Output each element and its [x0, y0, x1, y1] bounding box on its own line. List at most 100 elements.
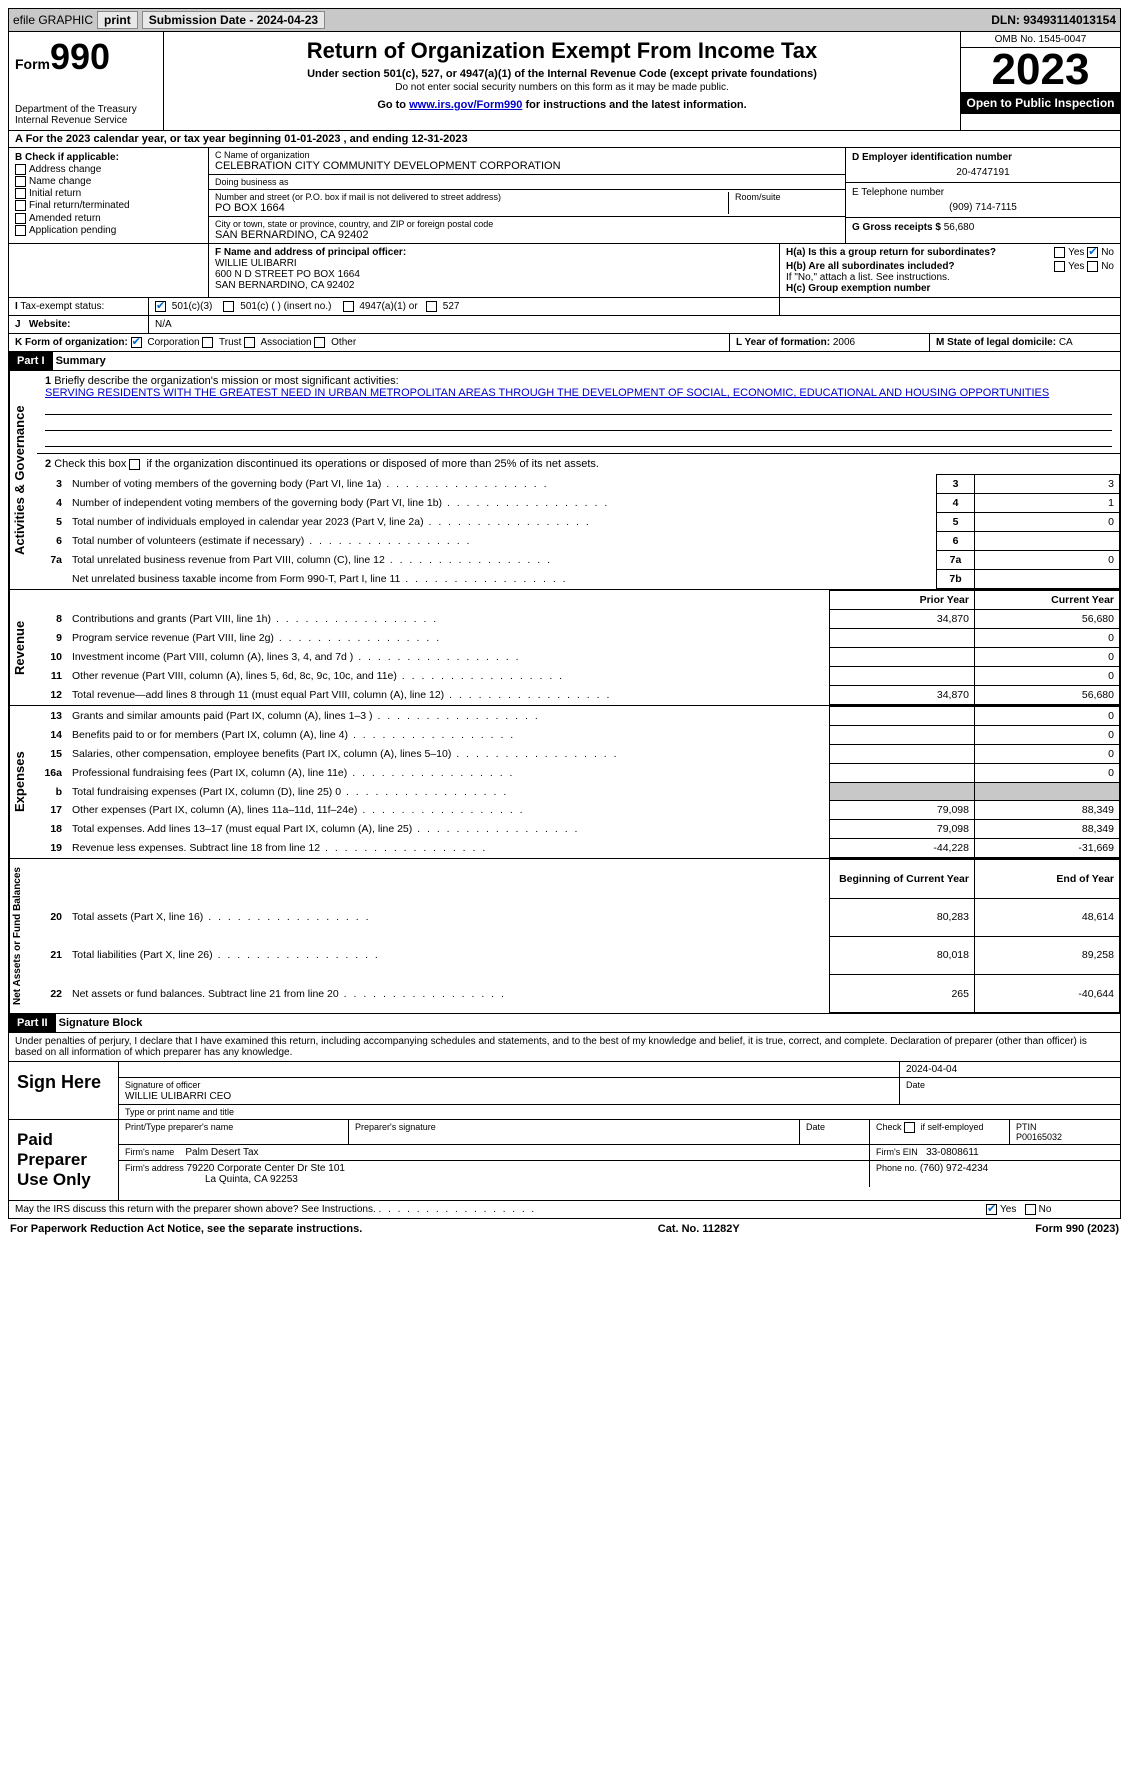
part-1-header: Part I Summary	[8, 352, 1121, 371]
box-c: C Name of organization CELEBRATION CITY …	[209, 148, 845, 243]
row-i: I Tax-exempt status: 501(c)(3) 501(c) ( …	[8, 298, 1121, 316]
chk-self-employed[interactable]	[904, 1122, 915, 1133]
chk-trust[interactable]	[202, 337, 213, 348]
officer-name: WILLIE ULIBARRI	[215, 258, 773, 269]
firm-ein: 33-0808611	[926, 1147, 979, 1158]
ein-value: 20-4747191	[852, 167, 1114, 178]
firm-phone: (760) 972-4234	[920, 1163, 988, 1174]
street-label: Number and street (or P.O. box if mail i…	[215, 192, 722, 202]
dept-label: Department of the Treasury	[15, 104, 157, 115]
officer-label: F Name and address of principal officer:	[215, 247, 773, 258]
tax-year: 2023	[961, 48, 1120, 92]
phone-label: E Telephone number	[852, 187, 1114, 198]
chk-ha-no[interactable]	[1087, 247, 1098, 258]
chk-discontinued[interactable]	[129, 459, 140, 470]
year-formation-label: L Year of formation:	[736, 337, 830, 348]
sig-date: 2024-04-04	[900, 1062, 1120, 1077]
chk-may-no[interactable]	[1025, 1204, 1036, 1215]
chk-assoc[interactable]	[244, 337, 255, 348]
form-subtitle: Under section 501(c), 527, or 4947(a)(1)…	[172, 68, 952, 80]
submission-date-button[interactable]: Submission Date - 2024-04-23	[142, 11, 325, 29]
dln-label: DLN: 93493114013154	[991, 13, 1116, 27]
chk-other[interactable]	[314, 337, 325, 348]
self-employed-check: Check if self-employed	[870, 1120, 1010, 1144]
website-value: N/A	[149, 316, 1120, 333]
mission-value: SERVING RESIDENTS WITH THE GREATEST NEED…	[45, 387, 1049, 399]
may-irs-row: May the IRS discuss this return with the…	[8, 1201, 1121, 1219]
vtab-net-assets: Net Assets or Fund Balances	[9, 859, 37, 1013]
goto-line: Go to www.irs.gov/Form990 for instructio…	[172, 99, 952, 111]
date-label: Date	[906, 1080, 925, 1090]
gross-receipts-label: G Gross receipts $	[852, 222, 941, 233]
info-grid: B Check if applicable: Address change Na…	[8, 148, 1121, 244]
h-b-label: H(b) Are all subordinates included?	[786, 261, 955, 272]
footer-left: For Paperwork Reduction Act Notice, see …	[10, 1223, 362, 1235]
org-name: CELEBRATION CITY COMMUNITY DEVELOPMENT C…	[215, 160, 839, 172]
paid-preparer-block: Paid Preparer Use Only Print/Type prepar…	[8, 1120, 1121, 1201]
firm-name: Palm Desert Tax	[185, 1147, 258, 1158]
mission-label: Briefly describe the organization's miss…	[54, 375, 398, 387]
chk-name-change[interactable]	[15, 176, 26, 187]
box-b-title: B Check if applicable:	[15, 152, 202, 163]
row-f-h: F Name and address of principal officer:…	[8, 244, 1121, 298]
chk-corp[interactable]	[131, 337, 142, 348]
org-name-label: C Name of organization	[215, 150, 839, 160]
footer-right: Form 990 (2023)	[1035, 1223, 1119, 1235]
chk-501c[interactable]	[223, 301, 234, 312]
sign-here-label: Sign Here	[9, 1062, 119, 1119]
part-1-rev: Revenue Prior YearCurrent Year8 Contribu…	[8, 590, 1121, 706]
topbar: efile GRAPHIC print Submission Date - 20…	[8, 8, 1121, 32]
row-j: J Website: N/A	[8, 316, 1121, 334]
table-expenses: 13 Grants and similar amounts paid (Part…	[37, 706, 1120, 858]
penalty-statement: Under penalties of perjury, I declare th…	[8, 1033, 1121, 1062]
chk-hb-no[interactable]	[1087, 261, 1098, 272]
form-org-label: K Form of organization:	[15, 337, 128, 348]
type-name-label: Type or print name and title	[119, 1105, 1120, 1119]
phone-value: (909) 714-7115	[852, 202, 1114, 213]
footer-cat: Cat. No. 11282Y	[658, 1223, 740, 1235]
domicile-value: CA	[1059, 337, 1073, 348]
chk-may-yes[interactable]	[986, 1204, 997, 1215]
chk-initial-return[interactable]	[15, 188, 26, 199]
row-klm: K Form of organization: Corporation Trus…	[8, 334, 1121, 352]
part-1-ag: Activities & Governance 1 Briefly descri…	[8, 371, 1121, 590]
table-revenue: Prior YearCurrent Year8 Contributions an…	[37, 590, 1120, 705]
city-label: City or town, state or province, country…	[215, 219, 839, 229]
ein-label: D Employer identification number	[852, 152, 1114, 163]
table-net-assets: Beginning of Current YearEnd of Year20 T…	[37, 859, 1120, 1013]
chk-4947[interactable]	[343, 301, 354, 312]
h-a-label: H(a) Is this a group return for subordin…	[786, 247, 996, 258]
vtab-revenue: Revenue	[9, 590, 37, 705]
open-inspection-badge: Open to Public Inspection	[961, 92, 1120, 114]
part-1-exp: Expenses 13 Grants and similar amounts p…	[8, 706, 1121, 859]
gross-receipts-value: 56,680	[944, 222, 975, 233]
sig-officer-label: Signature of officer	[125, 1080, 200, 1090]
q2-text: Check this box if the organization disco…	[54, 458, 599, 470]
chk-ha-yes[interactable]	[1054, 247, 1065, 258]
chk-hb-yes[interactable]	[1054, 261, 1065, 272]
vtab-expenses: Expenses	[9, 706, 37, 858]
chk-address-change[interactable]	[15, 164, 26, 175]
page-footer: For Paperwork Reduction Act Notice, see …	[8, 1219, 1121, 1239]
chk-501c3[interactable]	[155, 301, 166, 312]
chk-app-pending[interactable]	[15, 225, 26, 236]
box-b: B Check if applicable: Address change Na…	[9, 148, 209, 243]
row-a-tax-year: A For the 2023 calendar year, or tax yea…	[8, 131, 1121, 148]
chk-amended[interactable]	[15, 213, 26, 224]
irs-link[interactable]: www.irs.gov/Form990	[409, 99, 522, 111]
h-b-note: If "No," attach a list. See instructions…	[786, 272, 1114, 283]
table-ag: 3 Number of voting members of the govern…	[37, 474, 1120, 589]
form-header: Form990 Department of the Treasury Inter…	[8, 32, 1121, 131]
chk-527[interactable]	[426, 301, 437, 312]
efile-label: efile GRAPHIC	[13, 13, 93, 27]
prep-sig-label: Preparer's signature	[349, 1120, 800, 1144]
prep-name-label: Print/Type preparer's name	[119, 1120, 349, 1144]
chk-final-return[interactable]	[15, 200, 26, 211]
may-irs-text: May the IRS discuss this return with the…	[15, 1204, 376, 1215]
street-value: PO BOX 1664	[215, 202, 722, 214]
no-ssn-note: Do not enter social security numbers on …	[172, 82, 952, 93]
print-button[interactable]: print	[97, 11, 138, 29]
part-2-header: Part II Signature Block	[8, 1014, 1121, 1033]
part-1-na: Net Assets or Fund Balances Beginning of…	[8, 859, 1121, 1014]
city-value: SAN BERNARDINO, CA 92402	[215, 229, 839, 241]
